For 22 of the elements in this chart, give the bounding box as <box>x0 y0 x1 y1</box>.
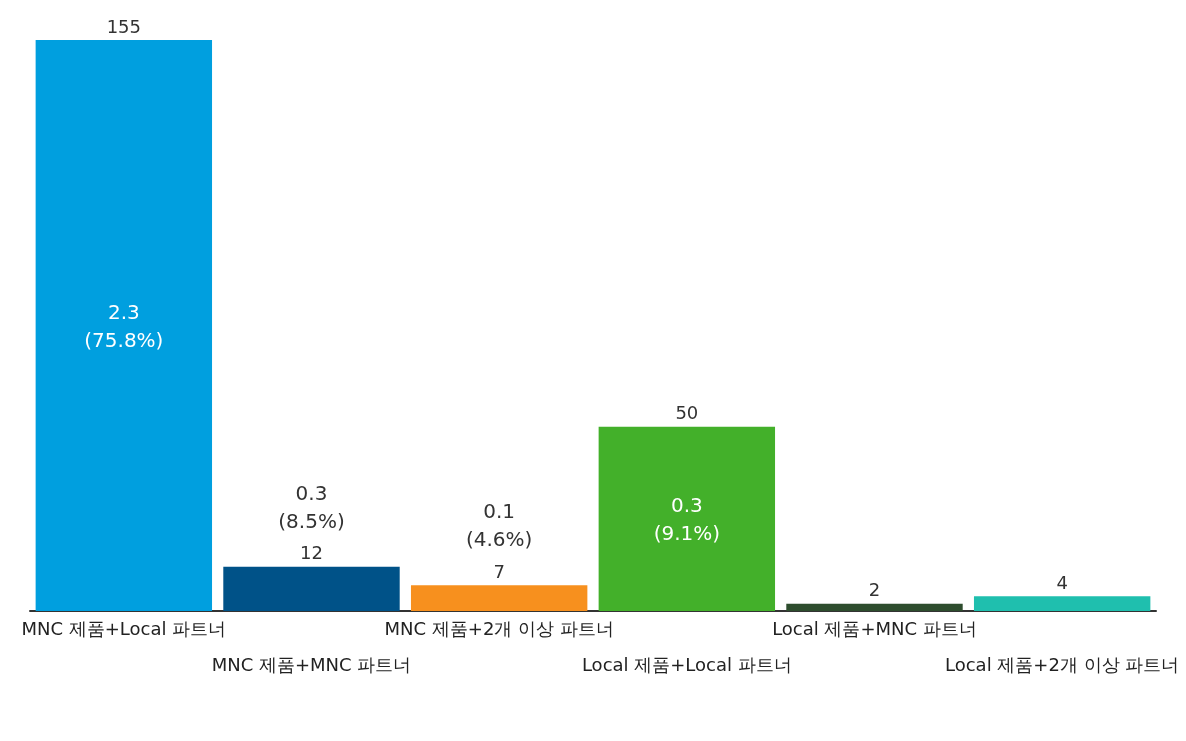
annotation: 2.3 (75.8%) <box>84 299 164 352</box>
annotation: 0.3 (9.1%) <box>653 492 721 545</box>
bar <box>223 566 400 611</box>
x-tick-label: MNC 제품+Local 파트너 <box>21 617 227 639</box>
x-tick-label: Local 제품+2개 이상 파트너 <box>944 653 1180 675</box>
bar <box>973 596 1151 611</box>
bar <box>410 585 588 611</box>
x-tick-label: Local 제품+MNC 파트너 <box>772 617 977 639</box>
bar <box>786 603 963 611</box>
x-tick-label: MNC 제품+MNC 파트너 <box>211 653 412 675</box>
data-label: 4 <box>1056 571 1068 593</box>
x-tick-label: Local 제품+Local 파트너 <box>581 653 792 675</box>
data-label: 7 <box>493 560 505 582</box>
bar <box>598 426 776 611</box>
data-label: 155 <box>106 15 142 37</box>
annotation: 0.1 (4.6%) <box>465 499 533 552</box>
data-label: 2 <box>868 579 881 601</box>
bar <box>35 40 213 611</box>
data-label: 50 <box>675 402 699 424</box>
x-tick-label: MNC 제품+2개 이상 파트너 <box>384 617 614 639</box>
data-label: 12 <box>300 542 323 564</box>
annotation: 0.3 (8.5%) <box>278 480 345 533</box>
